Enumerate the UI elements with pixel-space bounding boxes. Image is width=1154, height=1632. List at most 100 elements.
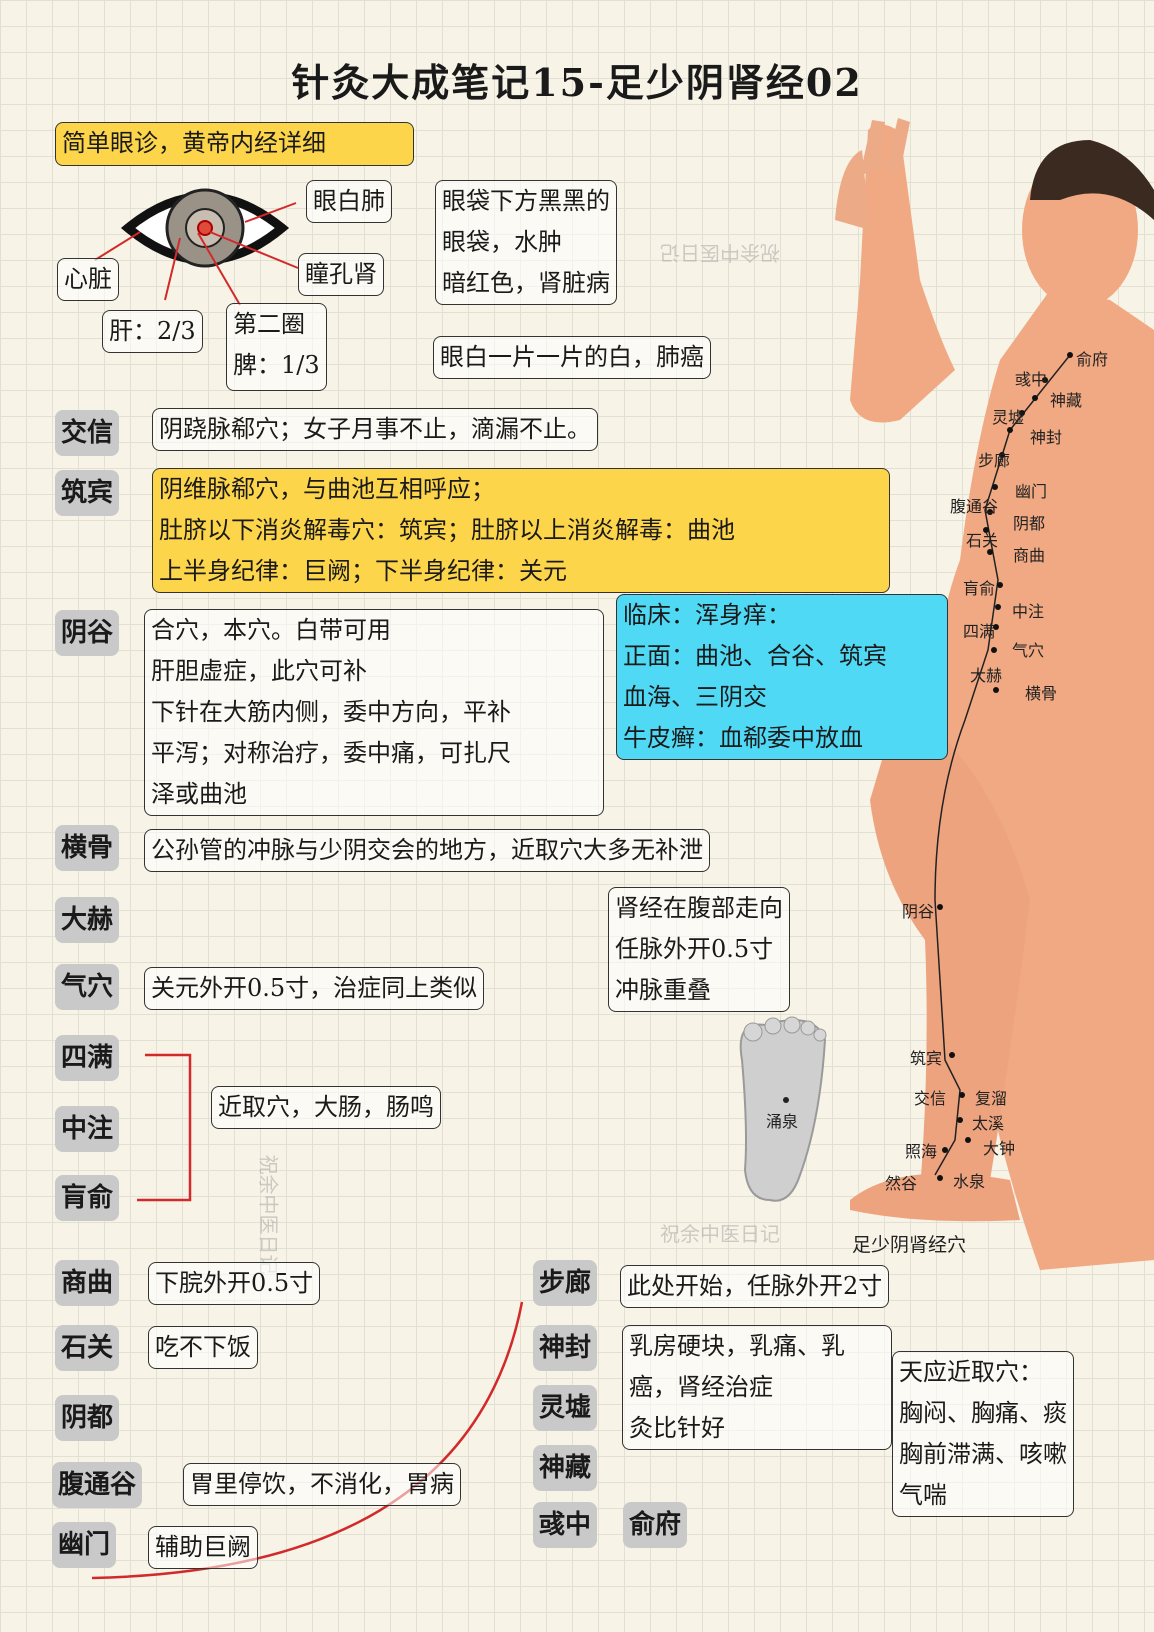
point-qixue: 气穴 [55, 964, 120, 1010]
yingu-line: 合穴，本穴。白带可用 [151, 616, 391, 644]
jiaoxin-note: 阴跷脉郗穴；女子月事不止，滴漏不止。 [152, 408, 598, 451]
zhubin-line: 阴维脉郗穴，与曲池互相呼应； [159, 475, 495, 503]
eye-bag-line: 眼袋，水肿 [442, 228, 562, 256]
point-lingxu: 灵墟 [533, 1385, 598, 1431]
acupoint-label: 商曲 [1013, 546, 1046, 565]
acupoint-label: 阴都 [1013, 514, 1046, 533]
lung-cancer-note: 眼白一片一片的白，肺癌 [433, 336, 711, 379]
point-shencang: 神藏 [533, 1445, 598, 1491]
acupoint-label: 交信 [914, 1089, 947, 1108]
acupoint-label: 大赫 [970, 666, 1003, 685]
yingu-line: 肝胆虚症，此穴可补 [151, 657, 367, 685]
qixue-note: 关元外开0.5寸，治症同上类似 [144, 967, 485, 1010]
youmen-note: 辅助巨阙 [148, 1526, 258, 1569]
tianying-line: 天应近取穴： [899, 1358, 1043, 1386]
foot-sole-illustration [739, 1016, 827, 1202]
point-bulang: 步廊 [533, 1260, 598, 1306]
acupoint-label: 中注 [1012, 602, 1045, 621]
point-zhubin: 筑宾 [55, 470, 120, 516]
point-dahe: 大赫 [55, 897, 120, 943]
acupoint-label: 大钟 [983, 1139, 1016, 1158]
chest-note: 乳房硬块，乳痛、乳 癌，肾经治症 灸比针好 [622, 1325, 892, 1450]
acupoint-label: 灵墟 [992, 408, 1025, 427]
tianying-line: 气喘 [899, 1481, 947, 1509]
point-jiaoxin: 交信 [55, 410, 120, 456]
point-youmen: 幽门 [52, 1522, 117, 1568]
tianying-line: 胸闷、胸痛、痰 [899, 1399, 1067, 1427]
chest-line: 癌，肾经治症 [629, 1373, 773, 1401]
acupoint-label: 肓俞 [963, 579, 996, 598]
clinic-line: 血海、三阴交 [623, 683, 767, 711]
ring2-line1: 第二圈 [233, 310, 305, 338]
point-futonggu: 腹通谷 [52, 1462, 143, 1508]
figure-caption: 足少阴肾经穴 [852, 1234, 967, 1256]
point-shenfeng: 神封 [533, 1325, 598, 1371]
page-title: 针灸大成笔记15-足少阴肾经02 [291, 60, 863, 105]
zhubin-note: 阴维脉郗穴，与曲池互相呼应； 肚脐以下消炎解毒穴：筑宾；肚脐以上消炎解毒：曲池 … [152, 468, 890, 593]
acupoint-label: 然谷 [885, 1174, 918, 1193]
liver-label: 肝：2/3 [102, 310, 203, 353]
ring2-line2: 脾：1/3 [233, 351, 320, 379]
point-henggu: 横骨 [55, 825, 120, 871]
chest-line: 乳房硬块，乳痛、乳 [629, 1332, 845, 1360]
clinic-line: 临床：浑身痒： [623, 601, 791, 629]
kidney-abdomen-note: 肾经在腹部走向 任脉外开0.5寸 冲脉重叠 [608, 887, 790, 1012]
point-yingu: 阴谷 [55, 610, 120, 656]
kidney-abdomen-line: 任脉外开0.5寸 [615, 935, 774, 963]
eye-bag-line: 暗红色，肾脏病 [442, 269, 610, 297]
yingu-line: 平泻；对称治疗，委中痛，可扎尺 [151, 739, 511, 767]
point-shangqu: 商曲 [55, 1260, 120, 1306]
clinic-line: 牛皮癣：血郗委中放血 [623, 724, 863, 752]
point-yindu: 阴都 [55, 1395, 120, 1441]
shiguan-note: 吃不下饭 [148, 1326, 258, 1369]
yingu-line: 泽或曲池 [151, 780, 247, 808]
point-zhongzhu: 中注 [55, 1106, 120, 1152]
acupoint-label: 四满 [963, 622, 996, 641]
zhubin-line: 上半身纪律：巨阙；下半身纪律：关元 [159, 557, 567, 585]
acupoint-label: 石关 [966, 531, 999, 550]
eye-bag-line: 眼袋下方黑黑的 [442, 187, 610, 215]
acupoint-label: 俞府 [1076, 350, 1109, 369]
chest-line: 灸比针好 [629, 1414, 725, 1442]
eye-white-lung-label: 眼白肺 [306, 180, 392, 223]
heart-label: 心脏 [57, 258, 119, 301]
acupoint-label: 水泉 [953, 1172, 986, 1191]
kidney-abdomen-line: 冲脉重叠 [615, 976, 711, 1004]
ring2-label: 第二圈 脾：1/3 [226, 303, 327, 391]
foot-point-label: 涌泉 [766, 1112, 799, 1131]
point-shiguan: 石关 [55, 1325, 120, 1371]
eye-diagram [120, 188, 290, 268]
acupoint-label: 幽门 [1015, 482, 1048, 501]
point-siman: 四满 [55, 1035, 120, 1081]
bracket-line [137, 1053, 192, 1202]
acupoint-label: 筑宾 [910, 1049, 943, 1068]
point-yuzhong: 彧中 [533, 1502, 598, 1548]
acupoint-label: 步廊 [978, 451, 1011, 470]
acupoint-label: 照海 [905, 1142, 938, 1161]
clinic-note: 临床：浑身痒： 正面：曲池、合谷、筑宾 血海、三阴交 牛皮癣：血郗委中放血 [616, 594, 948, 760]
point-huangshu: 肓俞 [55, 1175, 120, 1221]
clinic-line: 正面：曲池、合谷、筑宾 [623, 642, 887, 670]
futonggu-note: 胃里停饮，不消化，胃病 [183, 1463, 461, 1506]
henggu-note: 公孙管的冲脉与少阴交会的地方，近取穴大多无补泄 [144, 829, 710, 872]
acupoint-label: 太溪 [972, 1114, 1005, 1133]
pupil-kidney-label: 瞳孔肾 [298, 253, 384, 296]
zhubin-line: 肚脐以下消炎解毒穴：筑宾；肚脐以上消炎解毒：曲池 [159, 516, 735, 544]
acupoint-label: 气穴 [1012, 641, 1045, 660]
acupoint-label: 复溜 [975, 1089, 1008, 1108]
acupoint-label: 阴谷 [902, 902, 935, 921]
kidney-abdomen-line: 肾经在腹部走向 [615, 894, 783, 922]
body-figure [835, 118, 1154, 1270]
acupoint-label: 横骨 [1025, 684, 1058, 703]
eye-bag-note: 眼袋下方黑黑的 眼袋，水肿 暗红色，肾脏病 [435, 180, 617, 305]
acupoint-label: 神藏 [1050, 391, 1083, 410]
group-note: 近取穴，大肠，肠鸣 [211, 1086, 441, 1129]
acupoint-label: 彧中 [1015, 370, 1048, 389]
eye-header: 简单眼诊，黄帝内经详细 [55, 122, 414, 166]
acupoint-label: 腹通谷 [950, 497, 999, 516]
point-shufu: 俞府 [623, 1502, 688, 1548]
yingu-note: 合穴，本穴。白带可用 肝胆虚症，此穴可补 下针在大筋内侧，委中方向，平补 平泻；… [144, 609, 604, 816]
shangqu-note: 下脘外开0.5寸 [148, 1262, 321, 1305]
eye-connectors [94, 202, 299, 306]
